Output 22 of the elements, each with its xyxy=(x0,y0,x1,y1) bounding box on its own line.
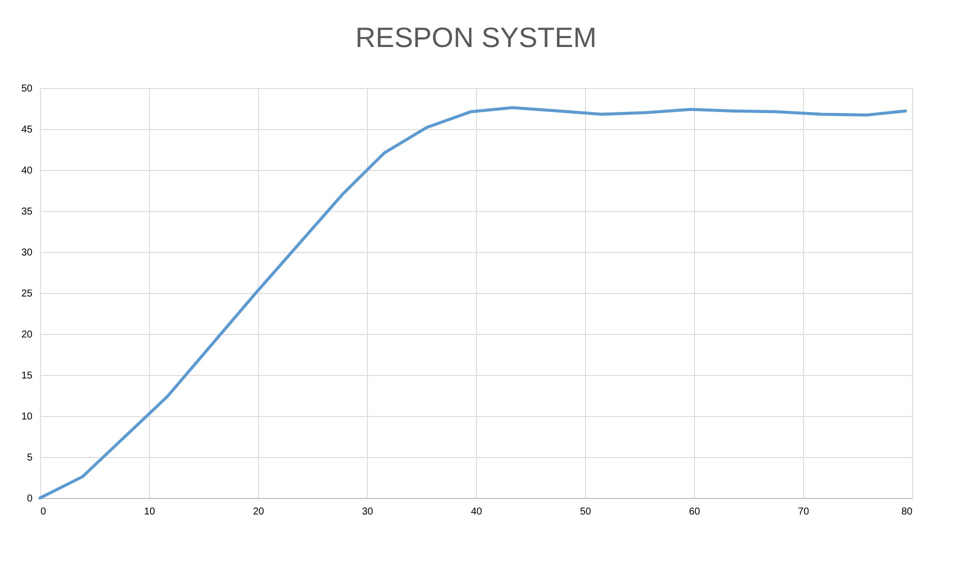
y-tick-label: 50 xyxy=(21,84,33,94)
y-tick-label: 30 xyxy=(21,248,33,258)
x-tick-label: 50 xyxy=(580,506,592,518)
x-tick-label: 0 xyxy=(40,506,46,518)
x-tick-label: 40 xyxy=(470,506,482,518)
x-tick-label: 70 xyxy=(798,506,810,518)
x-tick-label: 30 xyxy=(362,506,374,518)
line-series xyxy=(38,106,907,500)
y-tick-label: 45 xyxy=(21,124,33,136)
y-tick-label: 25 xyxy=(21,288,33,300)
x-tick-label: 20 xyxy=(252,506,264,518)
y-tick-label: 35 xyxy=(21,206,33,218)
y-tick-label: 0 xyxy=(26,494,33,504)
y-tick-label: 10 xyxy=(21,412,33,422)
y-tick-label: 40 xyxy=(21,166,33,176)
y-tick-label: 15 xyxy=(21,370,33,382)
x-tick-label: 60 xyxy=(688,506,700,518)
chart-title: RESPON SYSTEM xyxy=(355,22,597,53)
x-tick-label: 80 xyxy=(901,506,913,518)
x-tick-label: 10 xyxy=(144,506,156,518)
y-tick-label: 20 xyxy=(21,330,33,340)
y-tick-label: 5 xyxy=(26,452,33,464)
